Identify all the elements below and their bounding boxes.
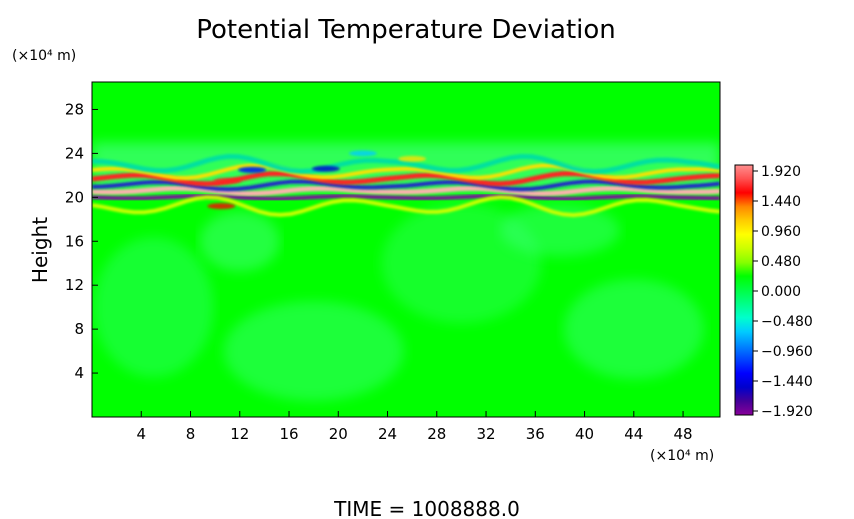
x-tick-label: 24 (378, 425, 397, 443)
x-tick-label: 20 (329, 425, 348, 443)
temperature-band (92, 153, 720, 175)
x-tick-label: 16 (279, 425, 298, 443)
y-tick-label: 16 (65, 232, 84, 250)
temperature-band (92, 185, 720, 197)
temperature-band (92, 163, 720, 181)
plot-area (92, 82, 720, 417)
y-tick-label: 20 (65, 188, 84, 206)
field-patch (563, 279, 704, 380)
colorbar-label: 1.920 (761, 164, 801, 180)
field-patch (499, 204, 620, 257)
y-tick-label: 4 (74, 364, 84, 382)
x-tick-label: 36 (526, 425, 545, 443)
colorbar-label: 1.440 (761, 194, 801, 210)
temperature-band (92, 195, 720, 218)
colorbar-label: 0.480 (761, 254, 801, 270)
y-axis-unit: (×10⁴ m) (12, 48, 76, 64)
colorbar: 1.920 1.440 0.960 0.480 0.000 −0.480 −0.960 −1.… (734, 164, 813, 420)
chart-title: Potential Temperature Deviation (196, 15, 616, 45)
colorbar-label: −0.480 (761, 314, 813, 330)
field-patch (93, 237, 214, 378)
x-tick-label: 12 (230, 425, 249, 443)
field-patch (199, 211, 280, 272)
y-axis-label: Height (28, 217, 52, 283)
y-tick-label: 24 (65, 144, 84, 162)
perturbation-blob (238, 166, 267, 173)
x-tick-label: 8 (186, 425, 196, 443)
y-tick-label: 12 (65, 276, 84, 294)
x-axis-ticks: 4 8 12 16 20 24 28 32 36 40 44 48 (136, 411, 693, 443)
perturbation-blob (311, 165, 340, 172)
colorbar-label: −1.920 (761, 404, 813, 420)
x-tick-label: 4 (136, 425, 146, 443)
x-tick-label: 32 (476, 425, 495, 443)
temperature-band (92, 193, 720, 201)
colorbar-label: −0.960 (761, 344, 813, 360)
time-footer: TIME = 1008888.0 (333, 497, 520, 519)
perturbation-blob (348, 150, 377, 157)
perturbation-blob (398, 155, 427, 162)
x-tick-label: 44 (624, 425, 643, 443)
colorbar-label: −1.440 (761, 374, 813, 390)
colorbar-gradient (734, 164, 754, 416)
y-tick-label: 28 (65, 100, 84, 118)
colorbar-labels: 1.920 1.440 0.960 0.480 0.000 −0.480 −0.960 −1.… (753, 164, 813, 420)
x-tick-label: 28 (427, 425, 446, 443)
plot-frame (91, 81, 721, 418)
field-patch (223, 301, 404, 402)
temperature-band (92, 170, 720, 187)
y-tick-label: 8 (74, 320, 84, 338)
x-tick-label: 40 (575, 425, 594, 443)
x-tick-label: 48 (674, 425, 693, 443)
perturbation-blob (207, 203, 236, 210)
colorbar-label: 0.960 (761, 224, 801, 240)
perturbation-blob (213, 177, 242, 184)
x-axis-unit: (×10⁴ m) (650, 448, 714, 464)
y-axis-ticks: 4 8 12 16 20 24 28 (65, 100, 98, 382)
temperature-band (92, 179, 720, 192)
colorbar-label: 0.000 (761, 284, 801, 300)
field-layer (92, 142, 720, 402)
